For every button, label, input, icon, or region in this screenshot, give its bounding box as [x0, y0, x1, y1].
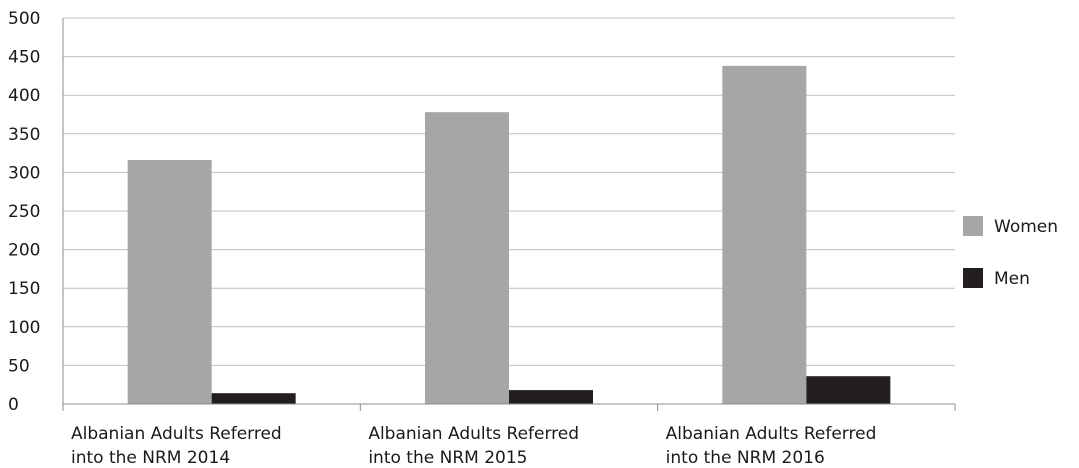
legend-label-women: Women	[994, 217, 1058, 237]
x-category-label: Albanian Adults Referred	[666, 424, 877, 444]
x-category-label: into the NRM 2016	[666, 448, 825, 468]
bar-women-1	[127, 160, 212, 404]
y-tick-label: 450	[8, 48, 40, 68]
y-tick-label: 500	[8, 9, 40, 29]
legend-label-men: Men	[994, 269, 1030, 289]
y-tick-label: 50	[8, 356, 30, 376]
bars	[127, 65, 891, 405]
x-category-label: into the NRM 2014	[71, 448, 230, 468]
bar-men-1	[211, 393, 296, 404]
x-axis-category-labels: Albanian Adults Referred into the NRM 201…	[71, 424, 876, 468]
y-tick-label: 0	[8, 395, 19, 415]
y-tick-label: 200	[8, 241, 40, 261]
y-tick-label: 250	[8, 202, 40, 222]
axes	[62, 18, 956, 411]
bar-women-2	[425, 112, 509, 405]
bar-men-3	[806, 376, 891, 404]
bar-women-3	[722, 65, 807, 404]
y-axis-tick-labels: 0 50 100 150 200 250 300 350 400 450 500	[8, 9, 40, 415]
y-tick-label: 100	[8, 318, 40, 338]
x-category-label: Albanian Adults Referred	[368, 424, 579, 444]
legend-swatch-women	[963, 216, 983, 236]
legend-swatch-men	[963, 268, 983, 288]
legend: Women Men	[963, 216, 1058, 289]
y-tick-label: 300	[8, 163, 40, 183]
y-tick-label: 400	[8, 86, 40, 106]
y-tick-label: 350	[8, 125, 40, 145]
bar-men-2	[509, 390, 593, 404]
x-category-label: into the NRM 2015	[368, 448, 527, 468]
x-category-label: Albanian Adults Referred	[71, 424, 282, 444]
y-tick-label: 150	[8, 279, 40, 299]
